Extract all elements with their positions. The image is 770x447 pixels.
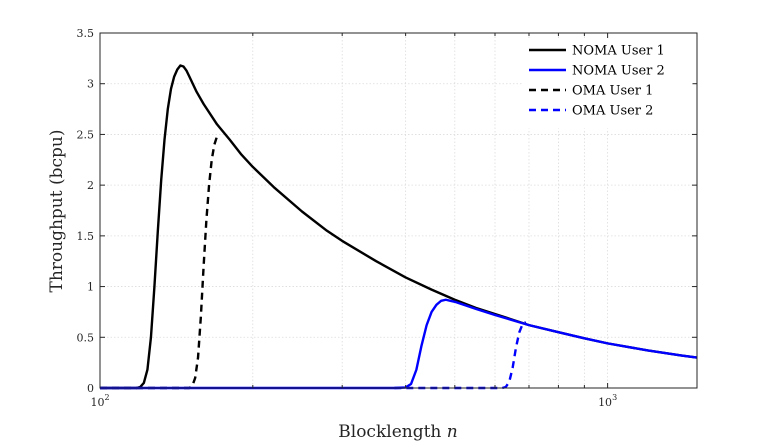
y-tick-label: 0.5 [77,331,95,344]
legend-label: OMA User 2 [572,104,653,119]
x-tick-label: 103 [598,393,617,409]
legend-label: OMA User 1 [572,84,653,99]
legend: NOMA User 1 NOMA User 2 OMA User 1 OMA User… [521,39,693,129]
legend-label: NOMA User 2 [572,64,665,79]
y-tick-label: 1 [87,281,94,294]
legend-label: NOMA User 1 [572,44,665,59]
y-tick-label: 3.5 [77,27,95,40]
legend-box [521,39,693,129]
y-tick-label: 2 [87,179,94,192]
y-tick-label: 2.5 [77,128,95,141]
y-axis-label: Throughput (bcpu) [47,130,67,293]
axis-ticks [99,32,697,389]
y-tick-label: 1.5 [77,230,95,243]
x-axis-label: Blocklength n [338,422,457,442]
y-tick-label: 0 [87,382,94,395]
x-tick-label: 102 [90,393,109,409]
y-tick-label: 3 [87,78,94,91]
axis-tick-labels: 0 0.5 1 1.5 2 2.5 3 3.5 102 103 [77,27,618,409]
plot-frame [99,32,698,389]
